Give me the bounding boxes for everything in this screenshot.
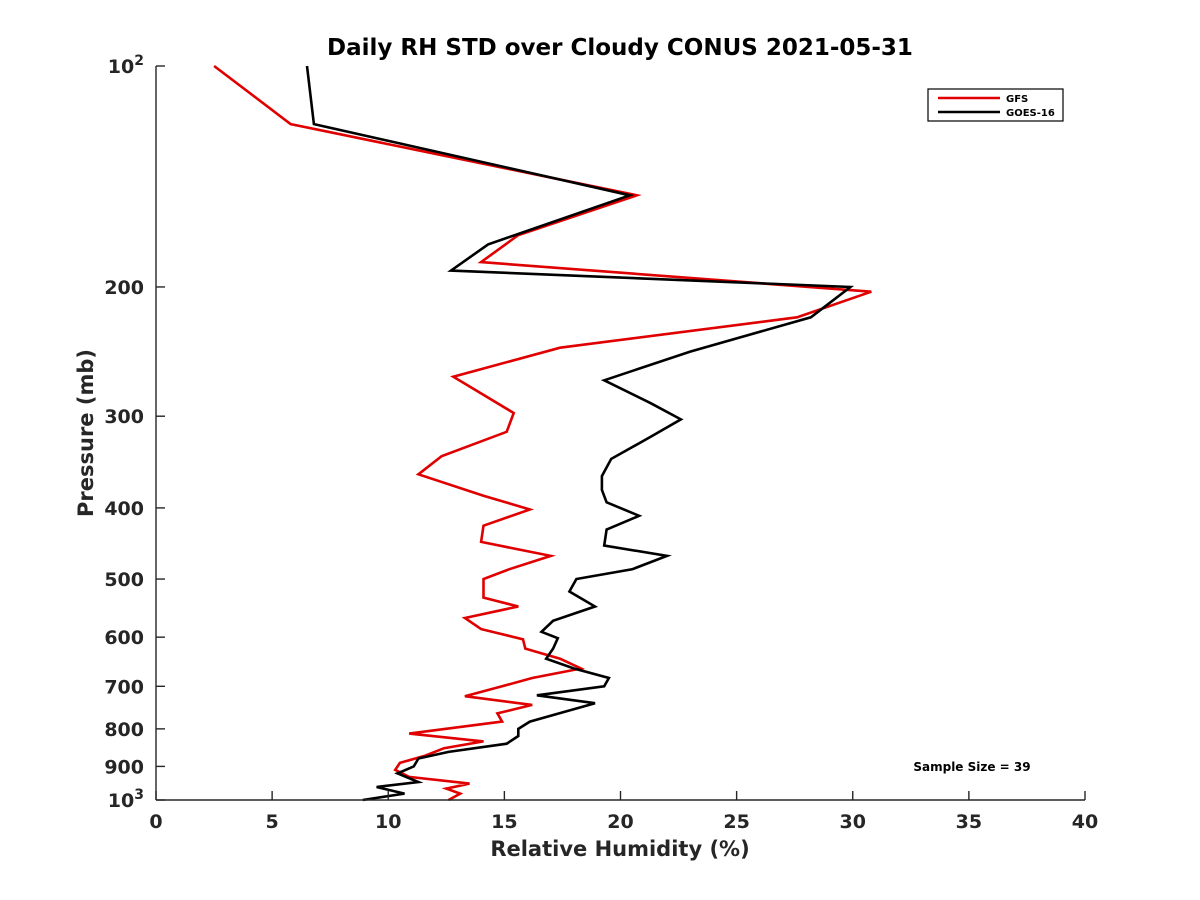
- y-tick-label: 300: [104, 406, 144, 428]
- legend-label-gfs: GFS: [1006, 94, 1028, 105]
- y-tick-label: 400: [104, 498, 144, 520]
- y-tick-label: 600: [104, 627, 144, 649]
- series-line-goes-16: [305, 65, 855, 802]
- x-tick-label: 25: [723, 811, 749, 833]
- x-tick-label: 10: [375, 811, 401, 833]
- x-tick-label: 15: [491, 811, 517, 833]
- y-tick-label: 900: [104, 756, 144, 778]
- chart-title: Daily RH STD over Cloudy CONUS 2021-05-3…: [327, 35, 913, 61]
- y-axis-label: Pressure (mb): [74, 349, 98, 517]
- x-tick-label: 35: [956, 811, 982, 833]
- legend-label-goes-16: GOES-16: [1006, 108, 1055, 119]
- y-tick-label: 102: [108, 53, 144, 78]
- series-line-gfs: [213, 64, 872, 802]
- x-tick-label: 5: [266, 811, 279, 833]
- x-tick-label: 20: [607, 811, 633, 833]
- y-tick-label: 700: [104, 676, 144, 698]
- sample-size-annotation: Sample Size = 39: [913, 760, 1030, 774]
- x-tick-label: 30: [840, 811, 866, 833]
- x-tick-label: 0: [149, 811, 162, 833]
- x-tick-label: 40: [1072, 811, 1098, 833]
- y-tick-label: 500: [104, 569, 144, 591]
- y-tick-label: 800: [104, 719, 144, 741]
- plot-area: 0 5 10 15 20 25 30 35 40 102 200 300 400 500 600 700 800…: [104, 53, 1098, 833]
- y-tick-label: 103: [108, 787, 144, 812]
- x-axis-label: Relative Humidity (%): [490, 837, 749, 861]
- legend-box: [927, 88, 1064, 122]
- y-tick-label: 200: [104, 277, 144, 299]
